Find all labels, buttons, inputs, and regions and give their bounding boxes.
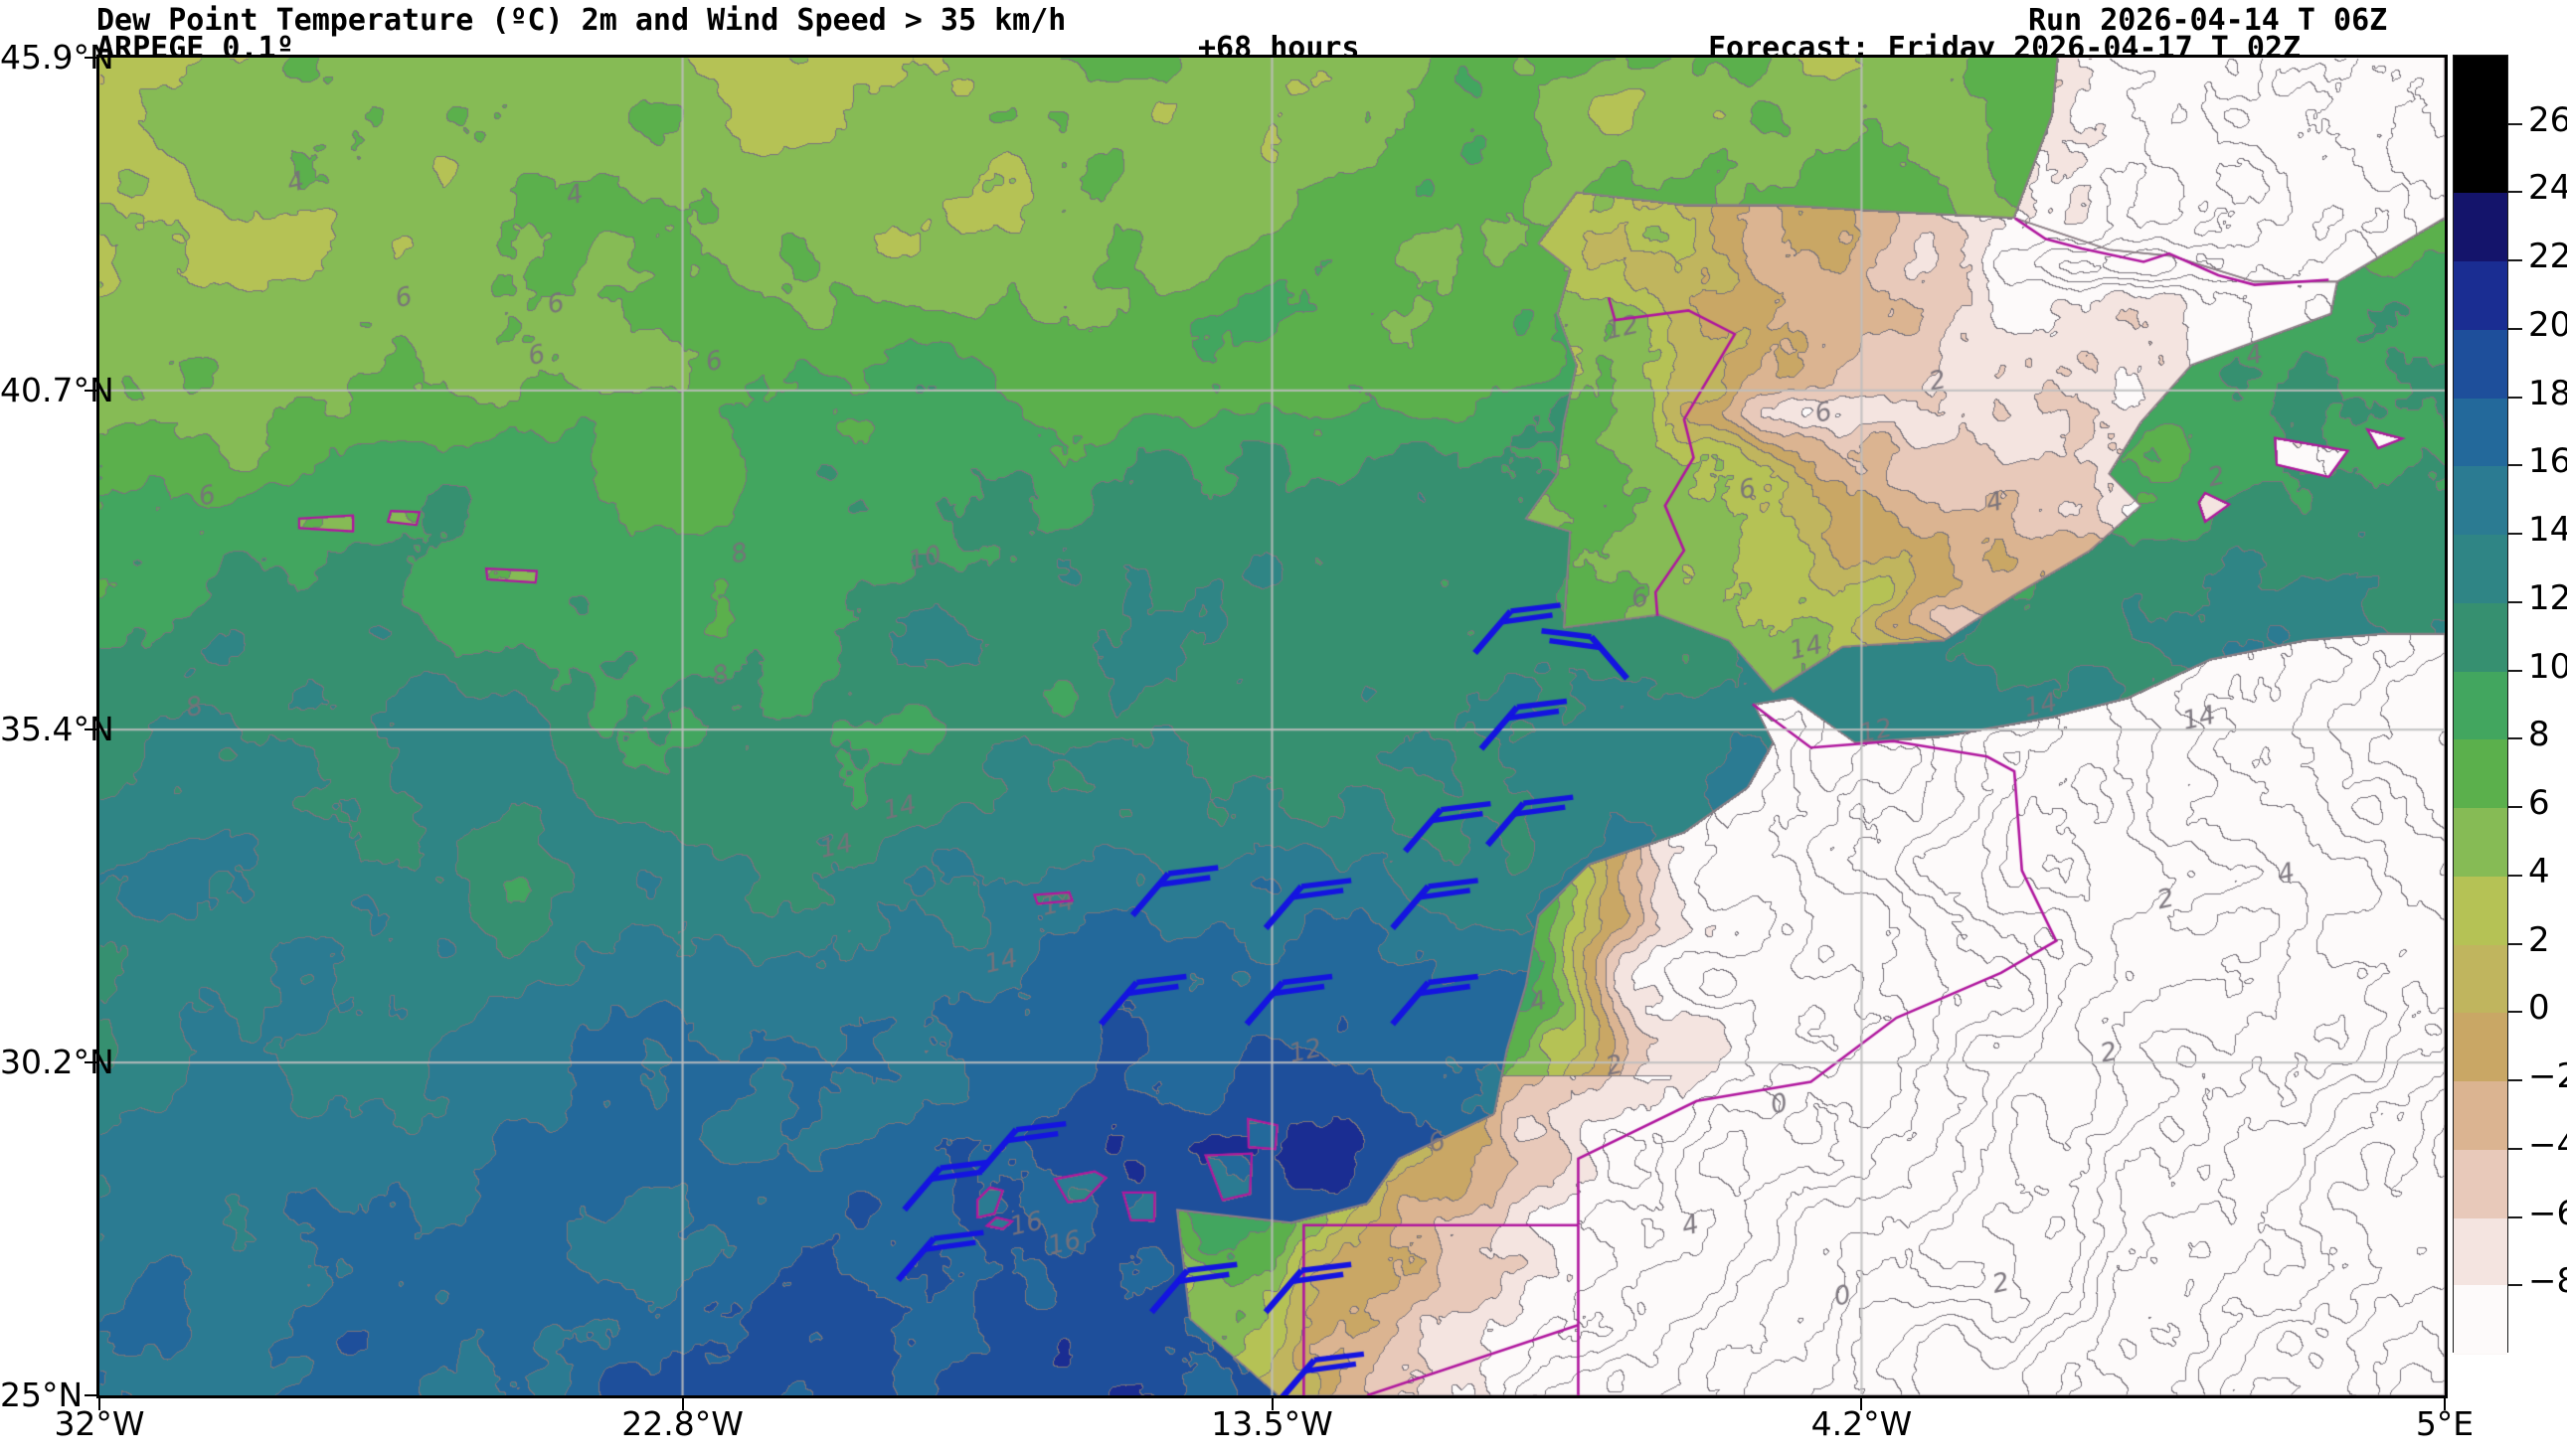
colorbar-segment bbox=[2454, 670, 2507, 740]
colorbar-tick-mark bbox=[2508, 1147, 2522, 1150]
lat-tick-label: 35.4°N bbox=[0, 710, 114, 749]
colorbar-tick-label: 12 bbox=[2528, 577, 2567, 618]
colorbar-gradient bbox=[2453, 55, 2508, 1355]
colorbar-tick-mark bbox=[2508, 1284, 2522, 1287]
lon-tick-label: 22.8°W bbox=[621, 1404, 744, 1443]
map-plot-area[interactable] bbox=[96, 55, 2448, 1398]
lon-tick-mark bbox=[2444, 1398, 2446, 1410]
colorbar-segment bbox=[2454, 260, 2507, 330]
colorbar-tick-mark bbox=[2508, 600, 2522, 603]
colorbar-tick-mark bbox=[2508, 806, 2522, 809]
lon-tick-mark bbox=[98, 1398, 100, 1410]
lon-tick-label: 13.5°W bbox=[1211, 1404, 1333, 1443]
colorbar-tick-label: 16 bbox=[2528, 441, 2567, 482]
colorbar-segment bbox=[2454, 601, 2507, 672]
colorbar-tick-mark bbox=[2508, 122, 2522, 125]
colorbar-tick-mark bbox=[2508, 874, 2522, 877]
lon-tick-label: 5°E bbox=[2415, 1404, 2475, 1443]
colorbar-segment bbox=[2454, 1148, 2507, 1218]
colorbar-tick-mark bbox=[2508, 669, 2522, 672]
colorbar-tick-mark bbox=[2508, 1079, 2522, 1082]
colorbar-segment bbox=[2454, 397, 2507, 467]
colorbar-tick-label: −6 bbox=[2528, 1193, 2567, 1233]
colorbar-tick-mark bbox=[2508, 191, 2522, 194]
colorbar-tick-label: 26 bbox=[2528, 99, 2567, 140]
colorbar-segment-underflow bbox=[2454, 1285, 2507, 1354]
colorbar-segment bbox=[2454, 123, 2507, 194]
colorbar: −8−6−4−202468101214161820222426 bbox=[2453, 55, 2567, 1355]
colorbar-tick-label: 4 bbox=[2528, 851, 2550, 891]
lon-tick-label: 32°W bbox=[54, 1404, 145, 1443]
lat-tick-mark bbox=[85, 57, 96, 59]
colorbar-segment bbox=[2454, 875, 2507, 945]
run-time-label: Run 2026-04-14 T 06Z bbox=[2028, 3, 2388, 38]
lon-tick-mark bbox=[1271, 1398, 1274, 1410]
colorbar-tick-label: 14 bbox=[2528, 510, 2567, 551]
colorbar-tick-label: 18 bbox=[2528, 373, 2567, 413]
chart-title: Dew Point Temperature (ºC) 2m and Wind S… bbox=[96, 3, 1067, 38]
colorbar-tick-mark bbox=[2508, 533, 2522, 536]
colorbar-tick-mark bbox=[2508, 737, 2522, 740]
colorbar-segment bbox=[2454, 807, 2507, 877]
colorbar-tick-label: 22 bbox=[2528, 237, 2567, 277]
colorbar-tick-label: −2 bbox=[2528, 1056, 2567, 1097]
colorbar-tick-label: 0 bbox=[2528, 988, 2550, 1029]
colorbar-segment bbox=[2454, 738, 2507, 809]
colorbar-tick-label: 8 bbox=[2528, 715, 2550, 755]
colorbar-segment-overflow bbox=[2454, 56, 2507, 124]
colorbar-tick-mark bbox=[2508, 464, 2522, 467]
lat-tick-label: 30.2°N bbox=[0, 1043, 114, 1082]
colorbar-tick-mark bbox=[2508, 396, 2522, 399]
lon-tick-mark bbox=[1860, 1398, 1863, 1410]
lat-tick-label: 25°N bbox=[0, 1375, 84, 1414]
colorbar-tick-label: −8 bbox=[2528, 1261, 2567, 1302]
header-bar: Dew Point Temperature (ºC) 2m and Wind S… bbox=[0, 0, 2567, 66]
colorbar-segment bbox=[2454, 1216, 2507, 1287]
colorbar-segment bbox=[2454, 1080, 2507, 1150]
colorbar-tick-mark bbox=[2508, 942, 2522, 945]
lat-tick-label: 40.7°N bbox=[0, 370, 114, 409]
colorbar-tick-label: 6 bbox=[2528, 783, 2550, 824]
colorbar-segment bbox=[2454, 465, 2507, 536]
colorbar-tick-mark bbox=[2508, 1011, 2522, 1014]
lat-tick-label: 45.9°N bbox=[0, 38, 114, 77]
lat-tick-mark bbox=[85, 1061, 96, 1064]
colorbar-segment bbox=[2454, 943, 2507, 1014]
colorbar-tick-label: 24 bbox=[2528, 168, 2567, 209]
dewpoint-field-map bbox=[99, 58, 2445, 1395]
colorbar-tick-mark bbox=[2508, 1215, 2522, 1218]
colorbar-tick-label: −4 bbox=[2528, 1124, 2567, 1165]
lat-tick-mark bbox=[85, 728, 96, 731]
colorbar-segment bbox=[2454, 192, 2507, 262]
colorbar-tick-mark bbox=[2508, 259, 2522, 262]
colorbar-tick-label: 20 bbox=[2528, 304, 2567, 345]
lat-tick-mark bbox=[85, 1394, 96, 1396]
colorbar-segment bbox=[2454, 1012, 2507, 1082]
lon-tick-mark bbox=[681, 1398, 684, 1410]
colorbar-tick-label: 2 bbox=[2528, 919, 2550, 960]
colorbar-tick-mark bbox=[2508, 327, 2522, 330]
colorbar-tick-label: 10 bbox=[2528, 646, 2567, 687]
colorbar-segment bbox=[2454, 328, 2507, 399]
lon-tick-label: 4.2°W bbox=[1810, 1404, 1913, 1443]
colorbar-segment bbox=[2454, 534, 2507, 603]
lat-tick-mark bbox=[85, 389, 96, 392]
